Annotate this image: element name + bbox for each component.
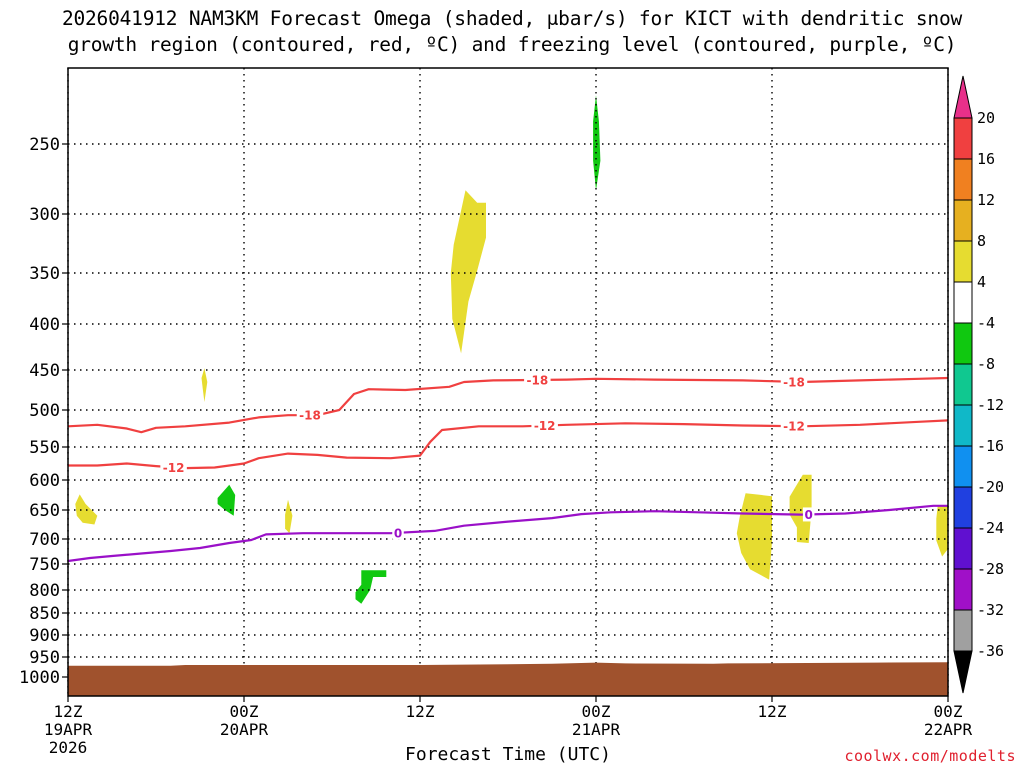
x-tick-label-12-2: 20APR	[220, 720, 269, 739]
x-tick-label-24-1: 12Z	[406, 702, 435, 721]
x-tick-label-60-2: 22APR	[924, 720, 973, 739]
x-tick-label-12-1: 00Z	[230, 702, 259, 721]
y-tick-label-550: 550	[29, 438, 60, 458]
colorbar-bottom-arrow	[953, 650, 973, 694]
chart-title-line2: growth region (contoured, red, ºC) and f…	[67, 33, 957, 56]
x-tick-label-36-1: 00Z	[582, 702, 611, 721]
colorbar-top-arrow	[953, 75, 973, 119]
y-tick-label-950: 950	[29, 648, 60, 668]
colorbar-label-4: 4	[977, 273, 986, 291]
y-tick-label-750: 750	[29, 555, 60, 575]
chart-title-line1: 2026041912 NAM3KM Forecast Omega (shaded…	[61, 7, 963, 30]
plot-frame	[67, 67, 949, 697]
terrain-fill	[68, 662, 948, 696]
contour-freezing-level	[67, 504, 948, 563]
colorbar-label-0: 20	[977, 109, 995, 127]
contour-label-bg-dgz-upper-2	[780, 374, 808, 389]
omega-region-sinking-470	[201, 368, 208, 402]
omega-shading-layer	[75, 95, 948, 604]
colorbar-label-7: -12	[977, 396, 1004, 414]
omega-region-ascent-650	[217, 484, 236, 516]
y-tick-label-350: 350	[29, 264, 60, 284]
y-tick-label-600: 600	[29, 471, 60, 491]
contour-label-dgz-lower-0: -12	[163, 461, 185, 475]
contour-label-bg-dgz-lower-0	[160, 460, 187, 475]
colorbar-box-11	[953, 527, 973, 570]
y-tick-label-450: 450	[29, 361, 60, 381]
y-tick-label-400: 400	[29, 315, 60, 335]
colorbar-label-1: 16	[977, 150, 995, 168]
omega-region-ascent-800	[355, 570, 387, 604]
x-tick-label-0-1: 12Z	[54, 702, 83, 721]
y-tick-label-850: 850	[29, 604, 60, 624]
omega-region-ascent-250	[593, 95, 601, 191]
contour-label-dgz-upper-1: -18	[526, 373, 548, 387]
colorbar-label-10: -24	[977, 519, 1004, 537]
colorbar-box-8	[953, 404, 973, 447]
chart-title: 2026041912 NAM3KM Forecast Omega (shaded…	[0, 6, 1024, 58]
colorbar-box-4	[953, 240, 973, 283]
colorbar-label-8: -16	[977, 437, 1004, 455]
contour-label-freezing-level-0: 0	[394, 526, 402, 540]
terrain-layer	[68, 662, 948, 696]
contour-dgz-lower	[68, 419, 949, 470]
y-tick-label-500: 500	[29, 401, 60, 421]
contour-label-dgz-upper-2: -18	[783, 375, 805, 389]
omega-region-sinking-350	[450, 190, 486, 354]
colorbar-label-12: -32	[977, 601, 1004, 619]
colorbar-box-3	[953, 199, 973, 242]
y-tick-label-700: 700	[29, 530, 60, 550]
colorbar-box-7	[953, 363, 973, 406]
x-axis-title: Forecast Time (UTC)	[405, 744, 611, 765]
omega-region-sinking-660	[285, 499, 293, 534]
x-tick-label-0-2: 19APR	[44, 720, 93, 739]
omega-region-sinking-650-c	[789, 474, 812, 543]
y-axis: 2503003504004505005506006507007508008509…	[19, 135, 68, 688]
colorbar-label-11: -28	[977, 560, 1004, 578]
colorbar: 20 16 12 8 4 -4 -8 -12 -16 -20 -24 -28 -32 -36	[953, 75, 1004, 694]
colorbar-label-3: 8	[977, 232, 986, 250]
x-tick-label-48-1: 12Z	[758, 702, 787, 721]
colorbar-box-5	[953, 281, 973, 324]
colorbar-label-13: -36	[977, 642, 1004, 660]
contour-label-dgz-lower-1: -12	[534, 419, 556, 433]
y-tick-label-900: 900	[29, 626, 60, 646]
y-tick-label-800: 800	[29, 581, 60, 601]
colorbar-box-6	[953, 322, 973, 365]
contour-label-bg-freezing-level-0	[392, 525, 404, 540]
colorbar-label-9: -20	[977, 478, 1004, 496]
contour-label-bg-dgz-upper-1	[524, 372, 551, 387]
contour-dgz-upper	[67, 376, 949, 434]
contour-label-bg-dgz-lower-1	[531, 418, 558, 433]
y-tick-label-300: 300	[29, 205, 60, 225]
colorbar-box-9	[953, 445, 973, 488]
colorbar-label-6: -8	[977, 355, 995, 373]
x-tick-label-36-2: 21APR	[572, 720, 621, 739]
y-tick-label-1000: 1000	[19, 668, 60, 688]
y-tick-label-650: 650	[29, 501, 60, 521]
omega-region-sinking-700-b	[736, 493, 772, 580]
colorbar-box-1	[953, 117, 973, 160]
x-tick-label-60-1: 00Z	[934, 702, 963, 721]
credit-text: coolwx.com/modelts	[844, 747, 1016, 765]
colorbar-box-2	[953, 158, 973, 201]
contour-label-bg-freezing-level-1	[802, 507, 815, 522]
contour-label-dgz-upper-0: -18	[299, 409, 321, 423]
colorbar-label-2: 12	[977, 191, 995, 209]
contour-label-dgz-lower-2: -12	[783, 420, 805, 434]
contour-label-freezing-level-1: 0	[804, 508, 812, 522]
contour-label-bg-dgz-upper-0	[296, 408, 324, 423]
x-tick-label-0-3: 2026	[49, 738, 88, 757]
colorbar-box-13	[953, 609, 973, 652]
omega-region-sinking-700-d	[936, 505, 948, 557]
colorbar-label-5: -4	[977, 314, 995, 332]
y-tick-label-250: 250	[29, 135, 60, 155]
colorbar-box-10	[953, 486, 973, 529]
contour-layer: -18 -18 -18 -12 -12 -12 0 0	[67, 372, 949, 563]
colorbar-box-12	[953, 568, 973, 611]
contour-label-bg-dgz-lower-2	[780, 419, 808, 434]
